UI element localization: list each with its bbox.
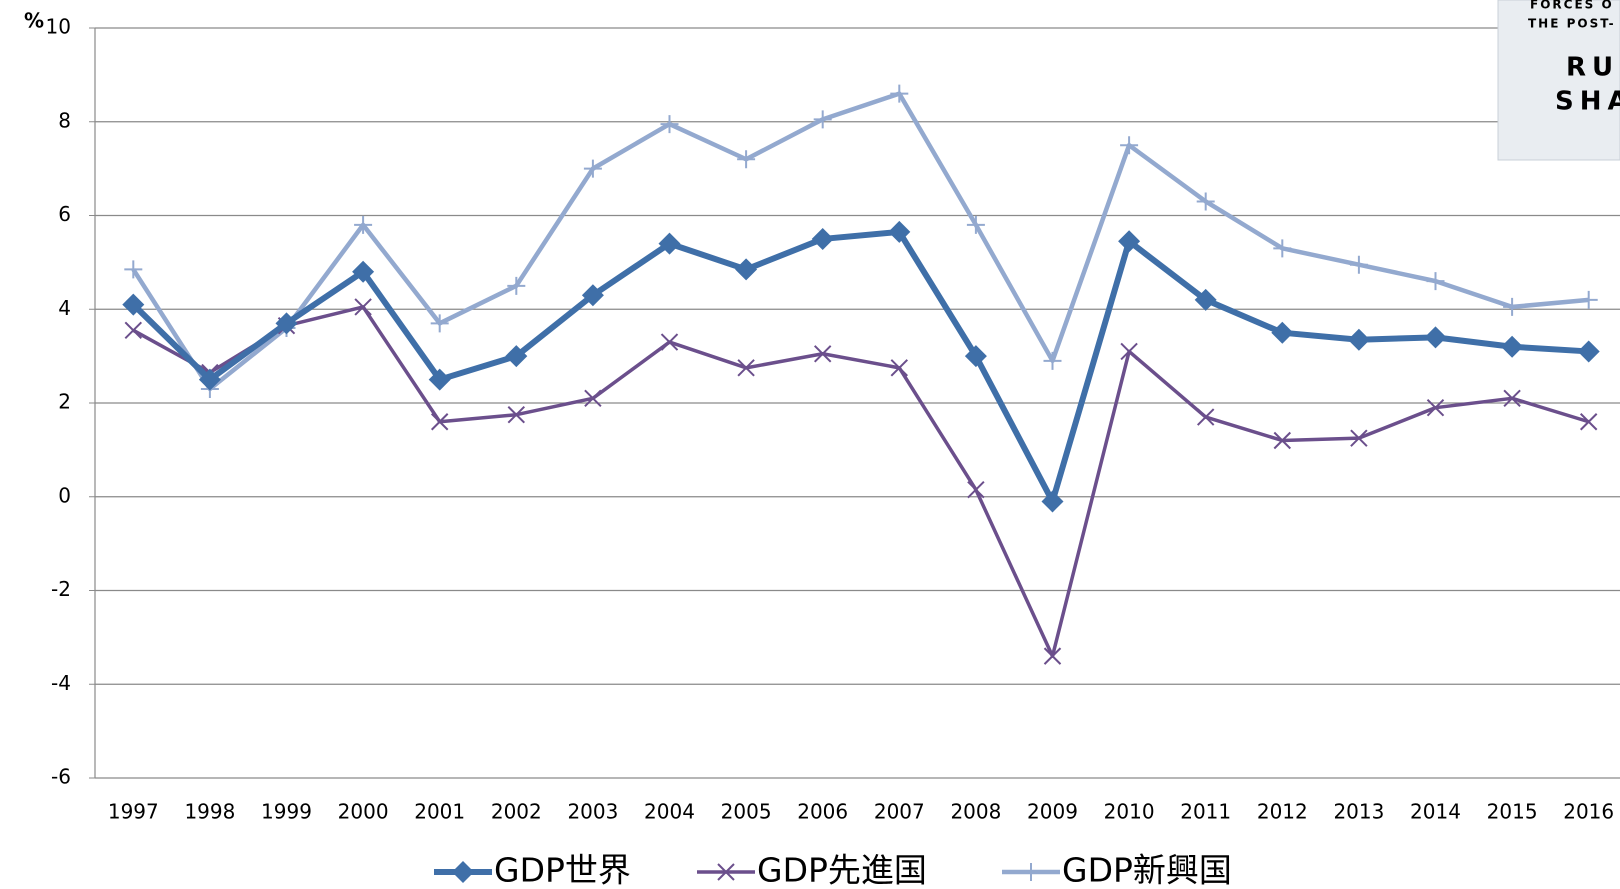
marker [890,85,908,103]
marker [1501,336,1523,358]
marker [968,482,984,498]
legend-label: GDP新興国 [1062,851,1232,889]
legend-item: GDP先進国 [697,851,927,889]
y-tick-label: -6 [51,765,71,789]
y-tick-label: -2 [51,577,71,601]
y-tick-label: 0 [58,483,71,507]
legend-item: GDP新興国 [1002,851,1232,889]
y-tick-label: 8 [58,108,71,132]
marker [1425,326,1447,348]
marker [661,115,679,133]
marker [1350,256,1368,274]
marker [1427,272,1445,290]
series-line [133,307,1588,656]
y-tick-label: 6 [58,202,71,226]
chart: % FORCES O THE POST- RU SHA -6 -4 -2 0 2 4 6 8 1… [0,0,1620,889]
marker [814,110,832,128]
marker [1503,298,1521,316]
book-line: FORCES O [1530,0,1614,12]
legend-item: GDP世界 [434,851,631,889]
x-tick-label: 2012 [1257,800,1308,824]
book-line: SHA [1555,87,1620,117]
x-tick-label: 2005 [721,800,772,824]
x-tick-label: 2009 [1027,800,1078,824]
y-tick-label: 10 [46,15,71,39]
marker [1271,322,1293,344]
y-tick-label: -4 [51,671,71,695]
marker [1044,352,1062,370]
book-line: RU [1566,53,1619,83]
x-tick-label: 2007 [874,800,925,824]
grid [89,28,1620,778]
x-tick-label: 2002 [491,800,542,824]
y-unit-label: % [24,9,44,33]
x-tick-label: 1998 [184,800,235,824]
marker [737,150,755,168]
marker [735,258,757,280]
book-cover: FORCES O THE POST- RU SHA [1498,0,1620,160]
x-tick-label: 2004 [644,800,695,824]
x-tick-label: 2011 [1180,800,1231,824]
book-line: THE POST- [1528,17,1616,31]
y-tick-label: 4 [58,296,71,320]
series-line [133,94,1588,389]
marker [1348,329,1370,351]
x-tick-label: 2006 [797,800,848,824]
marker [452,861,474,883]
x-tick-label: 2015 [1487,800,1538,824]
marker [1022,863,1040,881]
y-tick-label: 2 [58,390,71,414]
x-tick-label: 1997 [108,800,159,824]
legend-label: GDP世界 [494,851,631,889]
marker [1580,291,1598,309]
x-tick-label: 1999 [261,800,312,824]
x-tick-label: 2010 [1104,800,1155,824]
x-tick-label: 2001 [414,800,465,824]
x-tick-label: 2008 [950,800,1001,824]
series [124,85,1597,398]
marker [125,322,141,338]
marker [812,228,834,250]
series [122,221,1599,513]
x-tick-label: 2003 [567,800,618,824]
legend-label: GDP先進国 [757,851,927,889]
marker [967,216,985,234]
series-line [133,232,1588,502]
marker [662,334,678,350]
x-tick-label: 2000 [338,800,389,824]
marker [1578,340,1600,362]
x-tick-label: 2014 [1410,800,1461,824]
series [125,299,1596,664]
marker [1042,490,1064,512]
x-tick-label: 2013 [1333,800,1384,824]
x-tick-label: 2016 [1563,800,1614,824]
